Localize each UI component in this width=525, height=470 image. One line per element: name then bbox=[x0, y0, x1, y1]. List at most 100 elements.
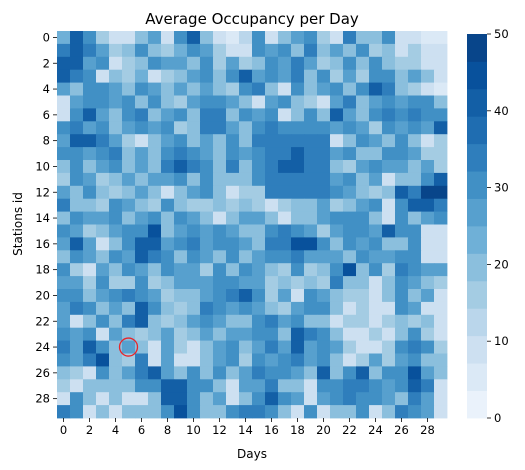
heatmap-cell bbox=[109, 340, 123, 354]
heatmap-cell bbox=[122, 250, 136, 264]
heatmap-cell bbox=[161, 108, 175, 122]
heatmap-cell bbox=[434, 95, 448, 109]
heatmap-cell bbox=[395, 172, 409, 187]
heatmap-cell bbox=[213, 405, 227, 419]
heatmap-cell bbox=[369, 121, 383, 135]
heatmap-cell bbox=[291, 224, 305, 238]
heatmap-cell bbox=[395, 43, 409, 58]
heatmap-cell bbox=[304, 147, 318, 161]
highlight-circle-mark bbox=[118, 337, 139, 357]
heatmap-cell bbox=[252, 56, 266, 71]
heatmap-cell bbox=[148, 31, 162, 45]
heatmap-cell bbox=[96, 82, 110, 96]
heatmap-cell bbox=[57, 95, 71, 109]
heatmap-cell bbox=[200, 250, 214, 264]
heatmap-cell bbox=[57, 314, 71, 329]
heatmap-cell bbox=[187, 43, 201, 58]
heatmap-cell bbox=[148, 95, 162, 109]
heatmap-cell bbox=[317, 224, 331, 238]
heatmap-cell bbox=[148, 224, 162, 238]
heatmap-cell bbox=[161, 289, 175, 303]
heatmap-cell bbox=[109, 121, 123, 135]
heatmap-cell bbox=[317, 95, 331, 109]
heatmap-cell bbox=[369, 392, 383, 406]
heatmap-cell bbox=[356, 172, 370, 187]
heatmap-cell bbox=[83, 121, 97, 135]
heatmap-cell bbox=[434, 340, 448, 354]
heatmap-cell bbox=[304, 82, 318, 96]
heatmap-cell bbox=[356, 250, 370, 264]
heatmap-cell bbox=[421, 108, 435, 122]
heatmap-cell bbox=[317, 82, 331, 96]
heatmap-cell bbox=[226, 172, 240, 187]
heatmap-cell bbox=[122, 340, 136, 354]
heatmap-cell bbox=[265, 237, 279, 251]
heatmap-cell bbox=[213, 121, 227, 135]
heatmap-cell bbox=[200, 353, 214, 367]
heatmap-cell bbox=[135, 250, 149, 264]
heatmap-cell bbox=[343, 340, 357, 354]
heatmap-cell bbox=[304, 353, 318, 367]
heatmap-cell bbox=[174, 172, 188, 187]
heatmap-cell bbox=[369, 314, 383, 329]
x-axis-label: Days bbox=[237, 447, 267, 461]
heatmap-cell bbox=[161, 301, 175, 316]
heatmap-cell bbox=[57, 405, 71, 419]
heatmap-cell bbox=[421, 301, 435, 316]
heatmap-cell bbox=[174, 379, 188, 393]
heatmap-cell bbox=[174, 366, 188, 380]
heatmap-cell bbox=[83, 405, 97, 419]
heatmap-cell bbox=[317, 353, 331, 367]
heatmap-cell bbox=[200, 340, 214, 354]
heatmap-cell bbox=[122, 147, 136, 161]
heatmap-cell bbox=[135, 134, 149, 148]
heatmap-cell bbox=[343, 172, 357, 187]
heatmap-cell bbox=[265, 405, 279, 419]
heatmap-cell bbox=[291, 366, 305, 380]
heatmap-cell bbox=[434, 301, 448, 316]
heatmap-cell bbox=[330, 69, 344, 83]
heatmap-cell bbox=[239, 289, 253, 303]
heatmap-cell bbox=[291, 392, 305, 406]
heatmap-cell bbox=[330, 134, 344, 148]
heatmap-cell bbox=[148, 276, 162, 290]
heatmap-cell bbox=[213, 108, 227, 122]
heatmap-cell bbox=[291, 31, 305, 45]
heatmap-cell bbox=[408, 43, 422, 58]
heatmap-cell bbox=[83, 314, 97, 329]
heatmap-cell bbox=[252, 172, 266, 187]
heatmap-cell bbox=[148, 43, 162, 58]
heatmap-cell bbox=[213, 379, 227, 393]
y-tick-label: 22 bbox=[35, 314, 50, 328]
heatmap-cell bbox=[317, 172, 331, 187]
heatmap-cell bbox=[330, 263, 344, 277]
heatmap-cell bbox=[57, 263, 71, 277]
colorbar-segment bbox=[467, 198, 487, 227]
heatmap-cell bbox=[278, 263, 292, 277]
heatmap-cell bbox=[109, 353, 123, 367]
heatmap-cell bbox=[382, 237, 396, 251]
heatmap-cell bbox=[408, 276, 422, 290]
heatmap-cell bbox=[343, 289, 357, 303]
heatmap-cell bbox=[252, 314, 266, 329]
heatmap-cell bbox=[265, 224, 279, 238]
y-tick-label: 20 bbox=[35, 288, 50, 302]
heatmap-cell bbox=[434, 327, 448, 341]
heatmap-cell bbox=[57, 147, 71, 161]
heatmap-cell bbox=[356, 95, 370, 109]
heatmap-cell bbox=[96, 276, 110, 290]
heatmap-cell bbox=[330, 379, 344, 393]
heatmap-cell bbox=[135, 147, 149, 161]
heatmap-cell bbox=[57, 276, 71, 290]
heatmap-cell bbox=[343, 185, 357, 200]
heatmap-cell bbox=[317, 237, 331, 251]
heatmap-cell bbox=[174, 224, 188, 238]
heatmap-cell bbox=[70, 263, 84, 277]
heatmap-cell bbox=[174, 276, 188, 290]
heatmap-cell bbox=[382, 289, 396, 303]
heatmap-cell bbox=[96, 366, 110, 380]
y-tick-label: 14 bbox=[35, 211, 50, 225]
heatmap-cell bbox=[408, 108, 422, 122]
heatmap-cell bbox=[356, 211, 370, 225]
heatmap-cell bbox=[148, 211, 162, 225]
